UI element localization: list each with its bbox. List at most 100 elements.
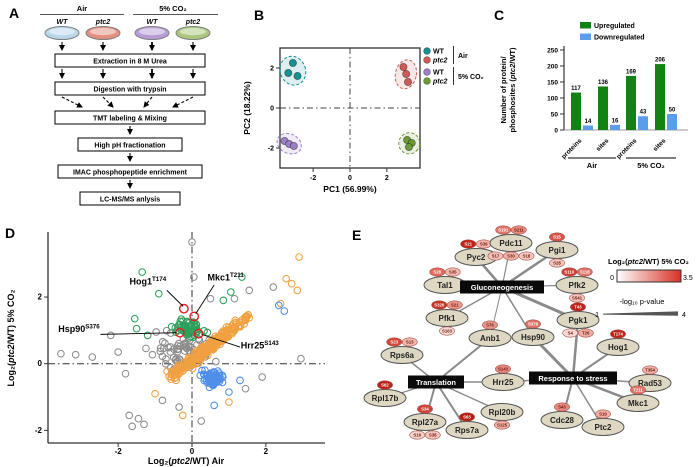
bar-value-label: 117: [571, 86, 581, 92]
scatter-point: [282, 274, 290, 283]
bar-upregulated: [571, 92, 581, 130]
scatter-point: [187, 361, 196, 370]
step-label: Extraction in 8 M Urea: [93, 59, 167, 66]
scatter-point: [167, 368, 176, 377]
legend-title-pre: Log₂(: [608, 257, 628, 266]
scatter-point: [167, 322, 176, 331]
y-tick-label: 150: [547, 80, 558, 87]
legend-title-italic: ptc2: [627, 257, 644, 266]
scatter-point: [154, 289, 163, 298]
pca-points: [276, 55, 421, 155]
annotation-leader-line: [201, 333, 241, 348]
bar-value-label: 136: [598, 80, 609, 86]
panel-a-workflow: A Air 5% CO₂ WT ptc2 WT ptc2 Extraction in …: [9, 4, 218, 206]
scatter-point: [276, 299, 285, 308]
scatter-point: [219, 333, 228, 342]
phosphosite-badge-label: S541: [572, 296, 583, 301]
phosphosite-badge: [569, 293, 585, 303]
y-tick-label: 2: [270, 66, 274, 73]
phosphosite-badge-label: S19: [599, 412, 607, 417]
legend-group-label: 5% CO₂: [458, 74, 484, 81]
annotation-protein: Hrr25: [241, 341, 265, 351]
phosphosite-badge: [549, 258, 565, 268]
protein-node-label: Mkc1: [628, 399, 649, 408]
petri-dishes: WT ptc2 WT ptc2: [44, 19, 211, 40]
annotation-site: T211: [230, 272, 244, 279]
scatter-point: [280, 307, 289, 315]
scatter-points: [57, 238, 305, 431]
ylabel-italic: ptc2: [508, 63, 517, 80]
highlighted-phosphosite-point: [189, 311, 200, 322]
phosphosite-badge-label: S163: [442, 329, 453, 334]
scatter-point: [204, 346, 213, 354]
workflow-steps: Extraction in 8 M Urea Digestion with tr…: [54, 53, 206, 206]
y-tick-label: -2: [268, 146, 274, 153]
y-tick-label: 200: [547, 64, 558, 71]
color-legend-min: 0: [610, 275, 614, 282]
phosphosite-badge-label: S62: [381, 383, 389, 388]
scatter-point: [71, 350, 80, 359]
scatter-point: [106, 331, 115, 340]
phosphosite-badge: [561, 267, 578, 277]
scatter-point: [172, 376, 180, 385]
scatter-point: [125, 411, 134, 420]
pca-sample-point: [289, 141, 298, 150]
scatter-point: [151, 389, 159, 398]
pca-ticks: -2 0 2 -2 0 2: [268, 66, 389, 183]
phosphosite-badge: [554, 402, 570, 412]
protein-node-label: Pdc11: [499, 239, 523, 248]
scatter-point: [214, 374, 223, 383]
scatter-point: [156, 344, 165, 352]
legend-swatch: [580, 33, 591, 40]
scatter-point: [228, 322, 236, 330]
protein-node-label: Pyc2: [467, 253, 486, 262]
scatter-point: [200, 327, 208, 335]
phosphosite-badge-label: T211: [633, 388, 643, 393]
phosphosite-badge-label: S376: [528, 322, 539, 327]
protein-node-label: Rps7a: [455, 426, 480, 435]
pathway-hub-label: Translation: [416, 378, 456, 387]
phosphosite-badge: [417, 404, 433, 414]
bar-y-axis-label-line2: phosphosites (ptc2/WT): [508, 47, 517, 133]
pca-sample-point: [288, 59, 297, 68]
scatter-point: [200, 376, 209, 385]
phosphosite-badge: [424, 430, 441, 440]
scatter-point: [230, 294, 239, 303]
pca-sample-point: [284, 69, 293, 78]
protein-node-label: Rps6a: [390, 351, 415, 360]
legend-label: WT: [433, 49, 445, 56]
protein-node-label: Cdc28: [550, 416, 575, 425]
phosphosite-badge-label: S16: [413, 433, 421, 438]
scatter-point: [184, 329, 193, 337]
scatter-point: [210, 401, 218, 410]
bar-legend: Upregulated Downregulated: [580, 22, 645, 42]
y-tick-label: 0: [38, 359, 43, 368]
protein-node-label: Hog1: [608, 343, 629, 352]
scatter-point: [173, 347, 182, 356]
legend-swatch: [580, 22, 591, 29]
phosphosite-badge-label: S125: [497, 423, 508, 428]
panel-a-letter: A: [9, 5, 19, 21]
scatter-point: [177, 326, 185, 334]
pvalue-legend-title: -log₁₀ p-value: [620, 297, 665, 306]
step-box: [54, 110, 206, 125]
phosphosite-badge-label: S15: [553, 235, 561, 240]
bar-value-label: 43: [640, 110, 647, 116]
condition-co2-label: 5% CO₂: [159, 4, 187, 13]
protein-node-label: Anb1: [480, 334, 501, 343]
pvalue-legend-max: 4: [682, 312, 686, 319]
annotation-protein: Hog1: [130, 276, 153, 286]
y-tick-label: 2: [38, 293, 43, 302]
step-label: LC-MS/MS anlysis: [100, 197, 160, 204]
y-tick-label: 50: [551, 112, 559, 119]
step-box: [79, 191, 181, 206]
panel-c-letter: C: [494, 7, 504, 23]
scatter-point: [238, 273, 246, 281]
bar-downregulated: [667, 114, 677, 130]
pathway-hub-label: Gluconeogenesis: [471, 283, 534, 292]
scatter-point: [134, 414, 143, 423]
scatter-x-axis-label: Log₂(ptc2/WT) Air: [148, 456, 225, 466]
step-label: High pH fractionation: [94, 143, 165, 150]
